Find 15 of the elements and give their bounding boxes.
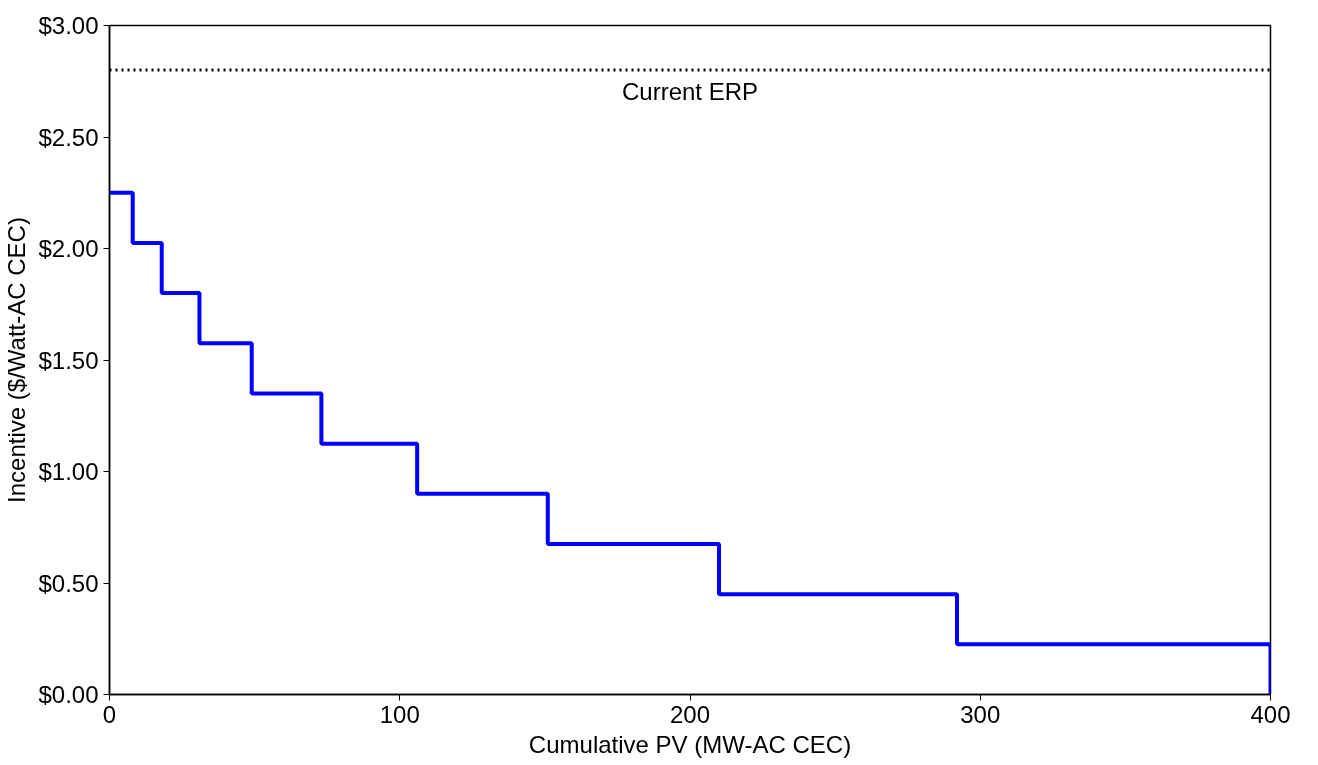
x-tick-label: 300 — [960, 700, 1001, 728]
y-tick-label: $2.50 — [38, 123, 99, 151]
y-tick-label: $2.00 — [38, 235, 99, 262]
ref-line-label: Current ERP — [621, 78, 759, 106]
y-tick-label: $0.00 — [38, 681, 99, 708]
x-tick-label: 0 — [102, 700, 117, 728]
y-tick-label: $1.50 — [38, 346, 99, 374]
x-tick-label: 100 — [379, 700, 420, 728]
x-tick-label: 400 — [1250, 700, 1291, 728]
y-tick-label: $3.00 — [38, 12, 99, 39]
y-axis-title: Incentive ($/Watt-AC CEC) — [3, 217, 31, 503]
x-axis-title: Cumulative PV (MW-AC CEC) — [528, 730, 852, 758]
x-tick-label: 200 — [669, 700, 711, 728]
y-tick-label: $1.00 — [38, 458, 99, 485]
y-tick-label: $0.50 — [38, 569, 99, 597]
